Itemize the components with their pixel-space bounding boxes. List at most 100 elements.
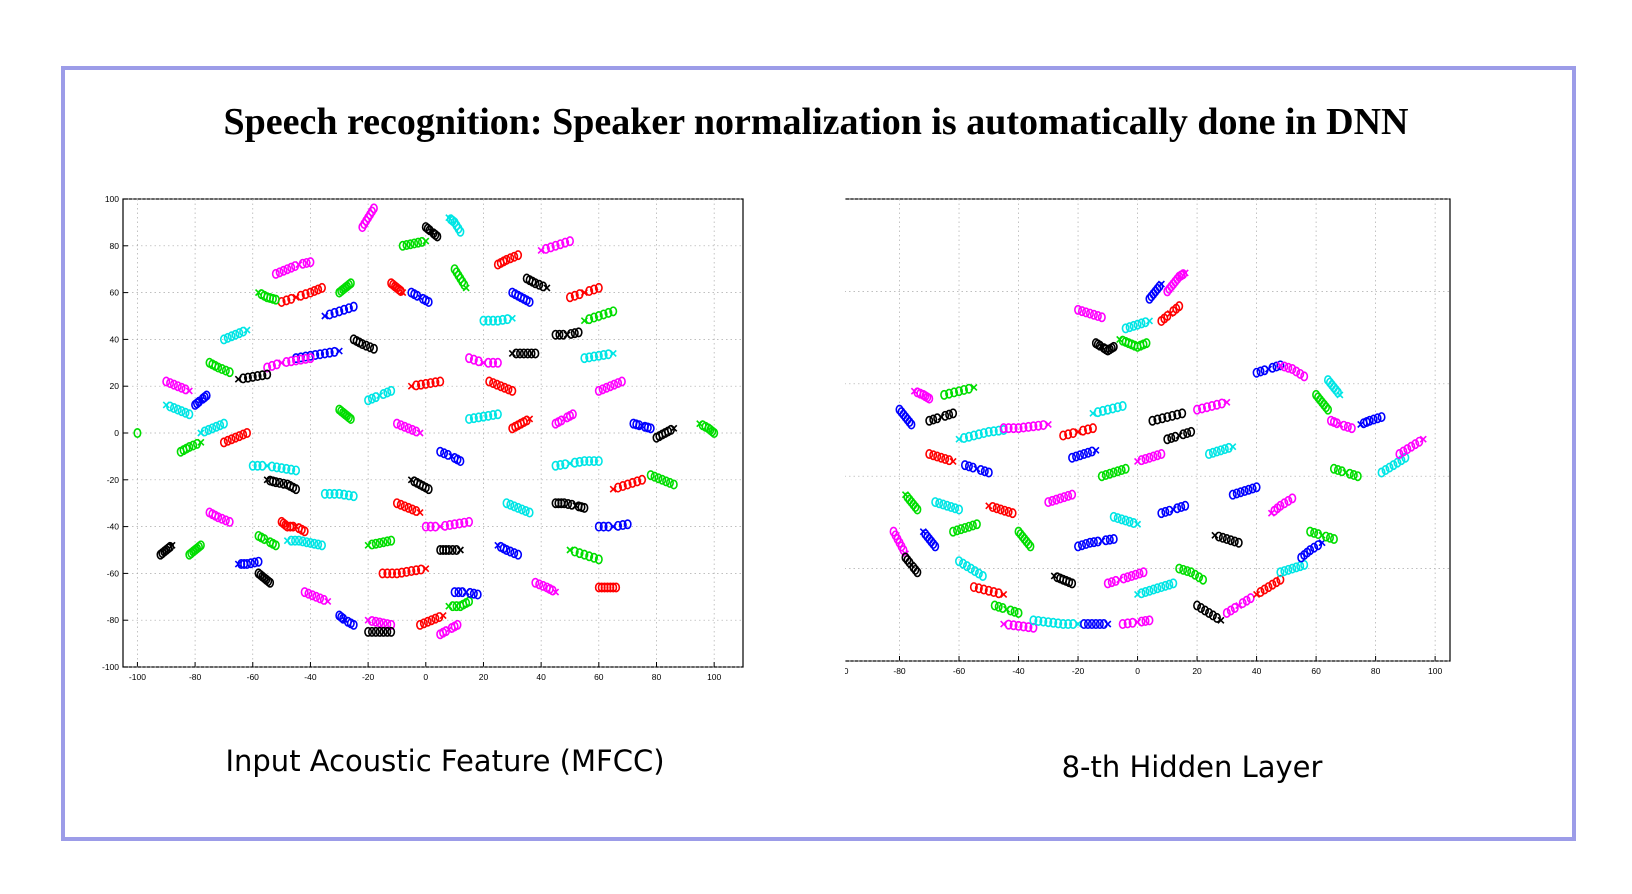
x-tick-label: -20 bbox=[1072, 666, 1085, 676]
data-point bbox=[1161, 506, 1170, 517]
data-point bbox=[216, 420, 225, 431]
data-point bbox=[1076, 450, 1085, 461]
data-point bbox=[369, 343, 378, 354]
data-point bbox=[465, 413, 474, 424]
data-point bbox=[253, 460, 262, 471]
data-point bbox=[294, 535, 303, 546]
data-point bbox=[570, 328, 579, 339]
data-point bbox=[400, 501, 409, 512]
y-tick-label: 80 bbox=[110, 241, 120, 251]
data-point bbox=[433, 231, 442, 242]
data-point bbox=[454, 587, 463, 598]
data-point bbox=[1068, 489, 1077, 500]
data-point bbox=[292, 484, 301, 495]
data-point bbox=[448, 544, 457, 555]
data-point bbox=[310, 286, 319, 297]
data-point bbox=[271, 540, 280, 551]
data-point-x-marker bbox=[1253, 590, 1261, 599]
data-point bbox=[949, 408, 958, 419]
data-point bbox=[1178, 408, 1187, 419]
data-point bbox=[267, 360, 276, 371]
data-point bbox=[1168, 410, 1177, 421]
data-point bbox=[510, 251, 519, 262]
data-point bbox=[1163, 412, 1172, 423]
data-point bbox=[383, 536, 392, 547]
data-point bbox=[421, 378, 430, 389]
data-point bbox=[214, 512, 223, 523]
x-tick-label: -60 bbox=[247, 672, 260, 682]
data-point bbox=[223, 435, 232, 446]
data-point bbox=[614, 520, 623, 531]
data-point bbox=[609, 582, 618, 593]
data-point bbox=[235, 431, 244, 442]
data-point bbox=[561, 237, 570, 248]
data-point bbox=[1230, 603, 1239, 614]
data-point bbox=[1288, 563, 1297, 574]
data-point bbox=[646, 423, 655, 434]
data-point bbox=[1169, 279, 1178, 290]
y-tick-label: 60 bbox=[110, 288, 120, 298]
data-point bbox=[897, 407, 906, 418]
data-point bbox=[1329, 463, 1338, 474]
data-point bbox=[445, 520, 454, 531]
data-point-x-marker bbox=[422, 565, 430, 573]
data-point bbox=[1161, 580, 1170, 591]
data-point bbox=[1022, 536, 1031, 547]
data-point bbox=[979, 584, 988, 595]
data-point bbox=[1034, 615, 1043, 626]
data-point bbox=[966, 563, 975, 574]
data-point bbox=[1074, 304, 1083, 315]
data-point bbox=[1133, 319, 1142, 330]
data-point bbox=[1081, 538, 1090, 549]
data-point bbox=[959, 433, 968, 444]
data-point bbox=[1153, 414, 1162, 425]
data-point bbox=[1318, 397, 1327, 408]
data-point bbox=[1087, 619, 1096, 630]
data-point bbox=[1165, 283, 1174, 294]
data-point bbox=[1320, 399, 1329, 410]
data-point bbox=[496, 381, 505, 392]
data-point bbox=[1109, 467, 1118, 478]
data-point bbox=[250, 557, 259, 568]
data-point bbox=[225, 516, 234, 527]
data-point bbox=[1064, 490, 1073, 501]
x-tick-label: 100 bbox=[707, 672, 721, 682]
data-point-x-marker bbox=[526, 415, 534, 423]
x-tick-label: -80 bbox=[189, 672, 202, 682]
data-point bbox=[566, 328, 575, 339]
data-point bbox=[173, 381, 182, 392]
data-point bbox=[426, 521, 435, 532]
data-point bbox=[1147, 291, 1156, 302]
data-point bbox=[358, 339, 367, 350]
data-point bbox=[1234, 537, 1243, 548]
data-point bbox=[1288, 493, 1297, 504]
data-point bbox=[316, 593, 325, 604]
data-point bbox=[387, 626, 396, 637]
mfcc-plot-caption: Input Acoustic Feature (MFCC) bbox=[225, 744, 665, 778]
data-point bbox=[1349, 469, 1358, 480]
data-point bbox=[1212, 399, 1221, 410]
data-point bbox=[1095, 619, 1104, 630]
data-point bbox=[1310, 542, 1319, 553]
data-point-x-marker bbox=[243, 326, 251, 334]
data-point bbox=[460, 517, 469, 528]
data-point bbox=[1020, 534, 1029, 545]
data-point bbox=[994, 601, 1003, 612]
data-point bbox=[1072, 451, 1081, 462]
data-point bbox=[455, 518, 464, 529]
data-point bbox=[1333, 465, 1342, 476]
data-point bbox=[650, 471, 659, 482]
data-point bbox=[1157, 508, 1166, 519]
data-point bbox=[1019, 621, 1028, 632]
data-point bbox=[525, 296, 534, 307]
data-point bbox=[1264, 582, 1273, 593]
data-point bbox=[514, 549, 523, 560]
data-point bbox=[1292, 366, 1301, 377]
data-point bbox=[246, 558, 255, 569]
data-point bbox=[570, 546, 579, 557]
data-point bbox=[1329, 382, 1338, 393]
data-point bbox=[609, 306, 618, 317]
x-tick-label: -20 bbox=[362, 672, 375, 682]
data-point bbox=[556, 459, 565, 470]
data-point bbox=[976, 465, 985, 476]
